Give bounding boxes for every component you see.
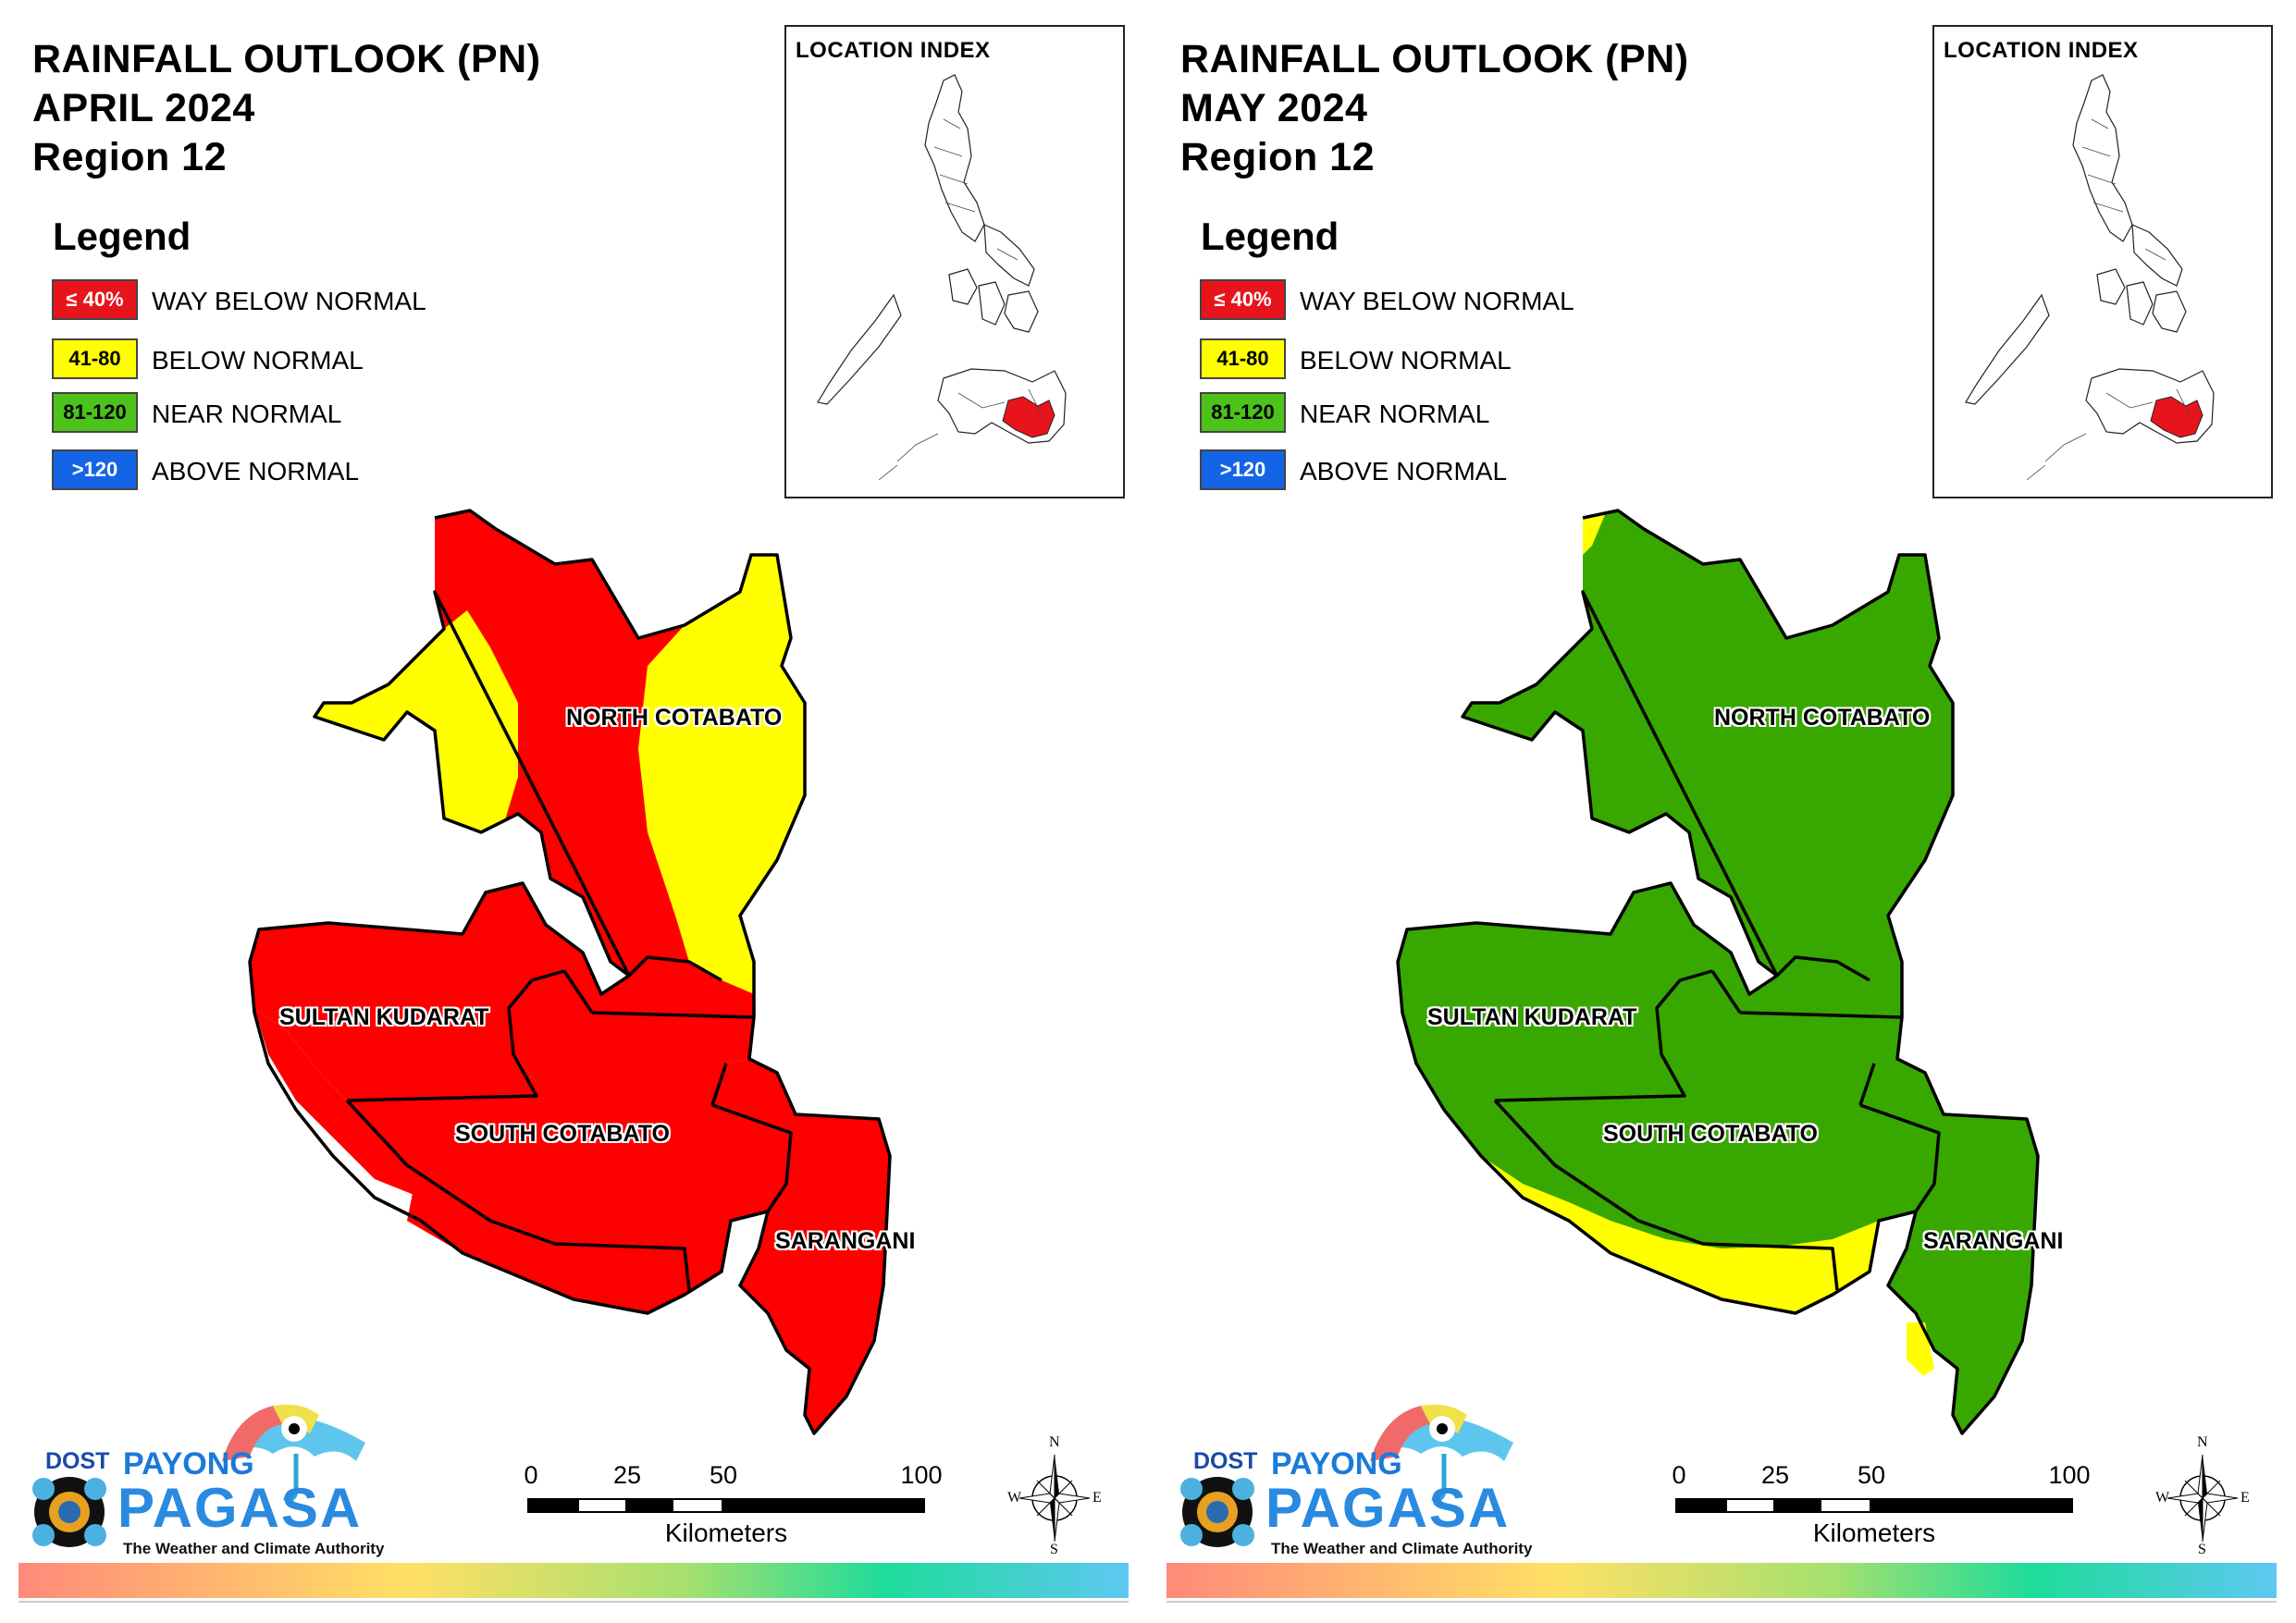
title-line-2: MAY 2024: [1180, 86, 1368, 130]
legend-label: BELOW NORMAL: [1300, 346, 1512, 375]
legend-title: Legend: [53, 215, 191, 258]
legend-swatch: 41-80: [52, 338, 138, 379]
compass-icon: [2166, 1454, 2239, 1543]
legend-swatch: ≤ 40%: [52, 279, 138, 320]
compass-n: N: [2197, 1434, 2208, 1450]
philippines-locator-map: [1965, 74, 2215, 481]
scale-bar: 0 25 50 100 Kilometers: [524, 1461, 942, 1547]
title-line-3: Region 12: [1180, 135, 1375, 179]
compass-s: S: [1050, 1542, 1058, 1557]
scale-tick-100: 100: [900, 1461, 943, 1489]
pagasa-logo: DOST PAYONG PAGASA The Weather and Clima…: [1180, 1387, 1550, 1563]
logo-pagasa: PAGASA: [117, 1477, 363, 1539]
color-strip: [19, 1563, 1129, 1598]
color-strip: [1167, 1563, 2277, 1598]
title-line-1: RAINFALL OUTLOOK (PN): [32, 37, 541, 81]
legend-title: Legend: [1201, 215, 1339, 258]
panel-may: RAINFALL OUTLOOK (PN) MAY 2024 Region 12…: [1148, 0, 2296, 1623]
region-below-normal-coast: [1444, 1110, 1879, 1313]
panel-april: RAINFALL OUTLOOK (PN) APRIL 2024 Region …: [19, 25, 1129, 1603]
location-index-title: LOCATION INDEX: [796, 38, 991, 63]
compass-rose: N S W E: [1007, 1434, 1102, 1558]
map-title: RAINFALL OUTLOOK (PN) APRIL 2024 Region …: [32, 35, 541, 182]
sultan-kudarat-south: [254, 1008, 490, 1221]
scale-bar-segments: [527, 1498, 925, 1513]
legend-swatch: 41-80: [1200, 338, 1286, 379]
legend-label: ABOVE NORMAL: [152, 457, 360, 486]
compass-e: E: [2240, 1490, 2250, 1506]
title-line-3: Region 12: [32, 135, 227, 179]
label-sultan-kudarat: SULTAN KUDARAT: [279, 1004, 489, 1030]
region12-map: [1396, 509, 2040, 1435]
umbrella-icon: [32, 1404, 365, 1547]
location-index: LOCATION INDEX: [1932, 25, 2273, 498]
scale-tick-25: 25: [1760, 1461, 1790, 1489]
logo-dost: DOST: [45, 1448, 110, 1474]
north-cotabato-below: [638, 555, 805, 994]
scale-tick-0: 0: [524, 1461, 538, 1489]
location-index-title: LOCATION INDEX: [1944, 38, 2139, 63]
region12-map: [248, 509, 892, 1435]
region-below-normal-north: [1583, 512, 1606, 555]
scale-tick-25: 25: [612, 1461, 642, 1489]
scale-unit: Kilometers: [1812, 1518, 1936, 1547]
logo-tagline: The Weather and Climate Authority: [1271, 1540, 1533, 1557]
title-line-2: APRIL 2024: [32, 86, 255, 130]
label-north-cotabato: NORTH COTABATO: [566, 705, 783, 731]
philippines-locator-map: [817, 74, 1067, 481]
umbrella-icon: [1180, 1404, 1513, 1547]
compass-s: S: [2198, 1542, 2206, 1557]
logo-payong: PAYONG: [123, 1446, 254, 1482]
label-north-cotabato: NORTH COTABATO: [1714, 705, 1931, 731]
compass-n: N: [1049, 1434, 1060, 1450]
scale-unit: Kilometers: [664, 1518, 788, 1547]
label-sultan-kudarat: SULTAN KUDARAT: [1427, 1004, 1637, 1030]
scale-tick-50: 50: [1857, 1461, 1886, 1489]
legend-label: WAY BELOW NORMAL: [1300, 287, 1574, 315]
legend-swatch: 81-120: [1200, 392, 1286, 433]
scale-bar: 0 25 50 100 Kilometers: [1672, 1461, 2090, 1547]
south-cotabato-area: [347, 971, 791, 1313]
compass-icon: [1018, 1454, 1091, 1543]
scale-bar-segments: [1675, 1498, 2073, 1513]
compass-w: W: [1007, 1490, 1022, 1506]
legend-label: WAY BELOW NORMAL: [152, 287, 426, 315]
legend-swatch: >120: [52, 449, 138, 490]
scale-tick-50: 50: [709, 1461, 738, 1489]
legend-label: ABOVE NORMAL: [1300, 457, 1508, 486]
legend-swatch: ≤ 40%: [1200, 279, 1286, 320]
legend-label: BELOW NORMAL: [152, 346, 364, 375]
location-index: LOCATION INDEX: [784, 25, 1125, 498]
legend-label: NEAR NORMAL: [152, 400, 342, 428]
pagasa-logo: DOST PAYONG PAGASA The Weather and Clima…: [32, 1387, 402, 1563]
label-south-cotabato: SOUTH COTABATO: [1603, 1121, 1818, 1147]
north-cotabato-below-west: [315, 610, 518, 832]
logo-pagasa: PAGASA: [1265, 1477, 1511, 1539]
legend-swatch: 81-120: [52, 392, 138, 433]
label-sarangani: SARANGANI: [775, 1228, 916, 1254]
north-cotabato-below-north: [749, 553, 777, 573]
label-sarangani: SARANGANI: [1923, 1228, 2064, 1254]
compass-rose: N S W E: [2155, 1434, 2250, 1558]
logo-payong: PAYONG: [1271, 1446, 1402, 1482]
compass-w: W: [2155, 1490, 2170, 1506]
logo-tagline: The Weather and Climate Authority: [123, 1540, 385, 1557]
map-title: RAINFALL OUTLOOK (PN) MAY 2024 Region 12: [1180, 35, 1689, 182]
label-south-cotabato: SOUTH COTABATO: [455, 1121, 670, 1147]
sarangani-area: [712, 1059, 890, 1433]
logo-dost: DOST: [1193, 1448, 1258, 1474]
compass-e: E: [1092, 1490, 1102, 1506]
legend-swatch: >120: [1200, 449, 1286, 490]
scale-tick-100: 100: [2048, 1461, 2091, 1489]
legend-label: NEAR NORMAL: [1300, 400, 1490, 428]
scale-tick-0: 0: [1672, 1461, 1686, 1489]
title-line-1: RAINFALL OUTLOOK (PN): [1180, 37, 1689, 81]
sultan-kudarat-area: [250, 883, 754, 1100]
